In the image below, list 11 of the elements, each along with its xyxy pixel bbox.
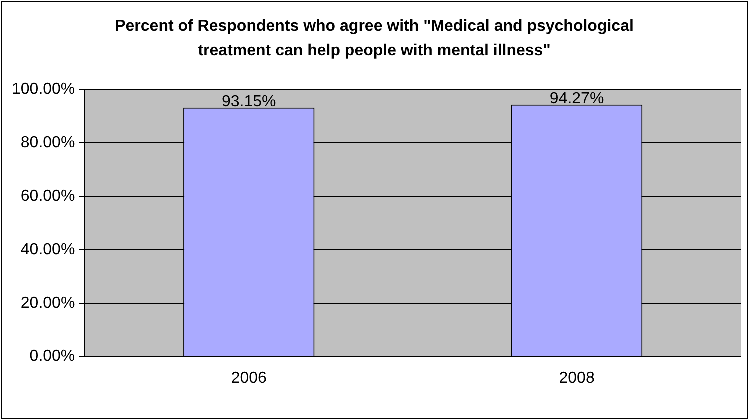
data-label: 94.27% — [550, 90, 604, 108]
x-tick-label: 2006 — [231, 370, 268, 387]
y-tick-label: 0.00% — [30, 348, 76, 366]
x-tick-label: 2008 — [559, 370, 595, 387]
chart-title: Percent of Respondents who agree with "Medical and psychological treatment can help people with mental illness" — [115, 18, 634, 60]
y-tick-label: 100.00% — [12, 81, 76, 98]
y-tick-label: 80.00% — [20, 134, 76, 152]
y-tick-label: 40.00% — [20, 241, 76, 258]
y-tick-label: 60.00% — [20, 188, 76, 205]
data-label: 93.15% — [222, 93, 276, 110]
y-tick-label: 20.00% — [20, 294, 76, 312]
